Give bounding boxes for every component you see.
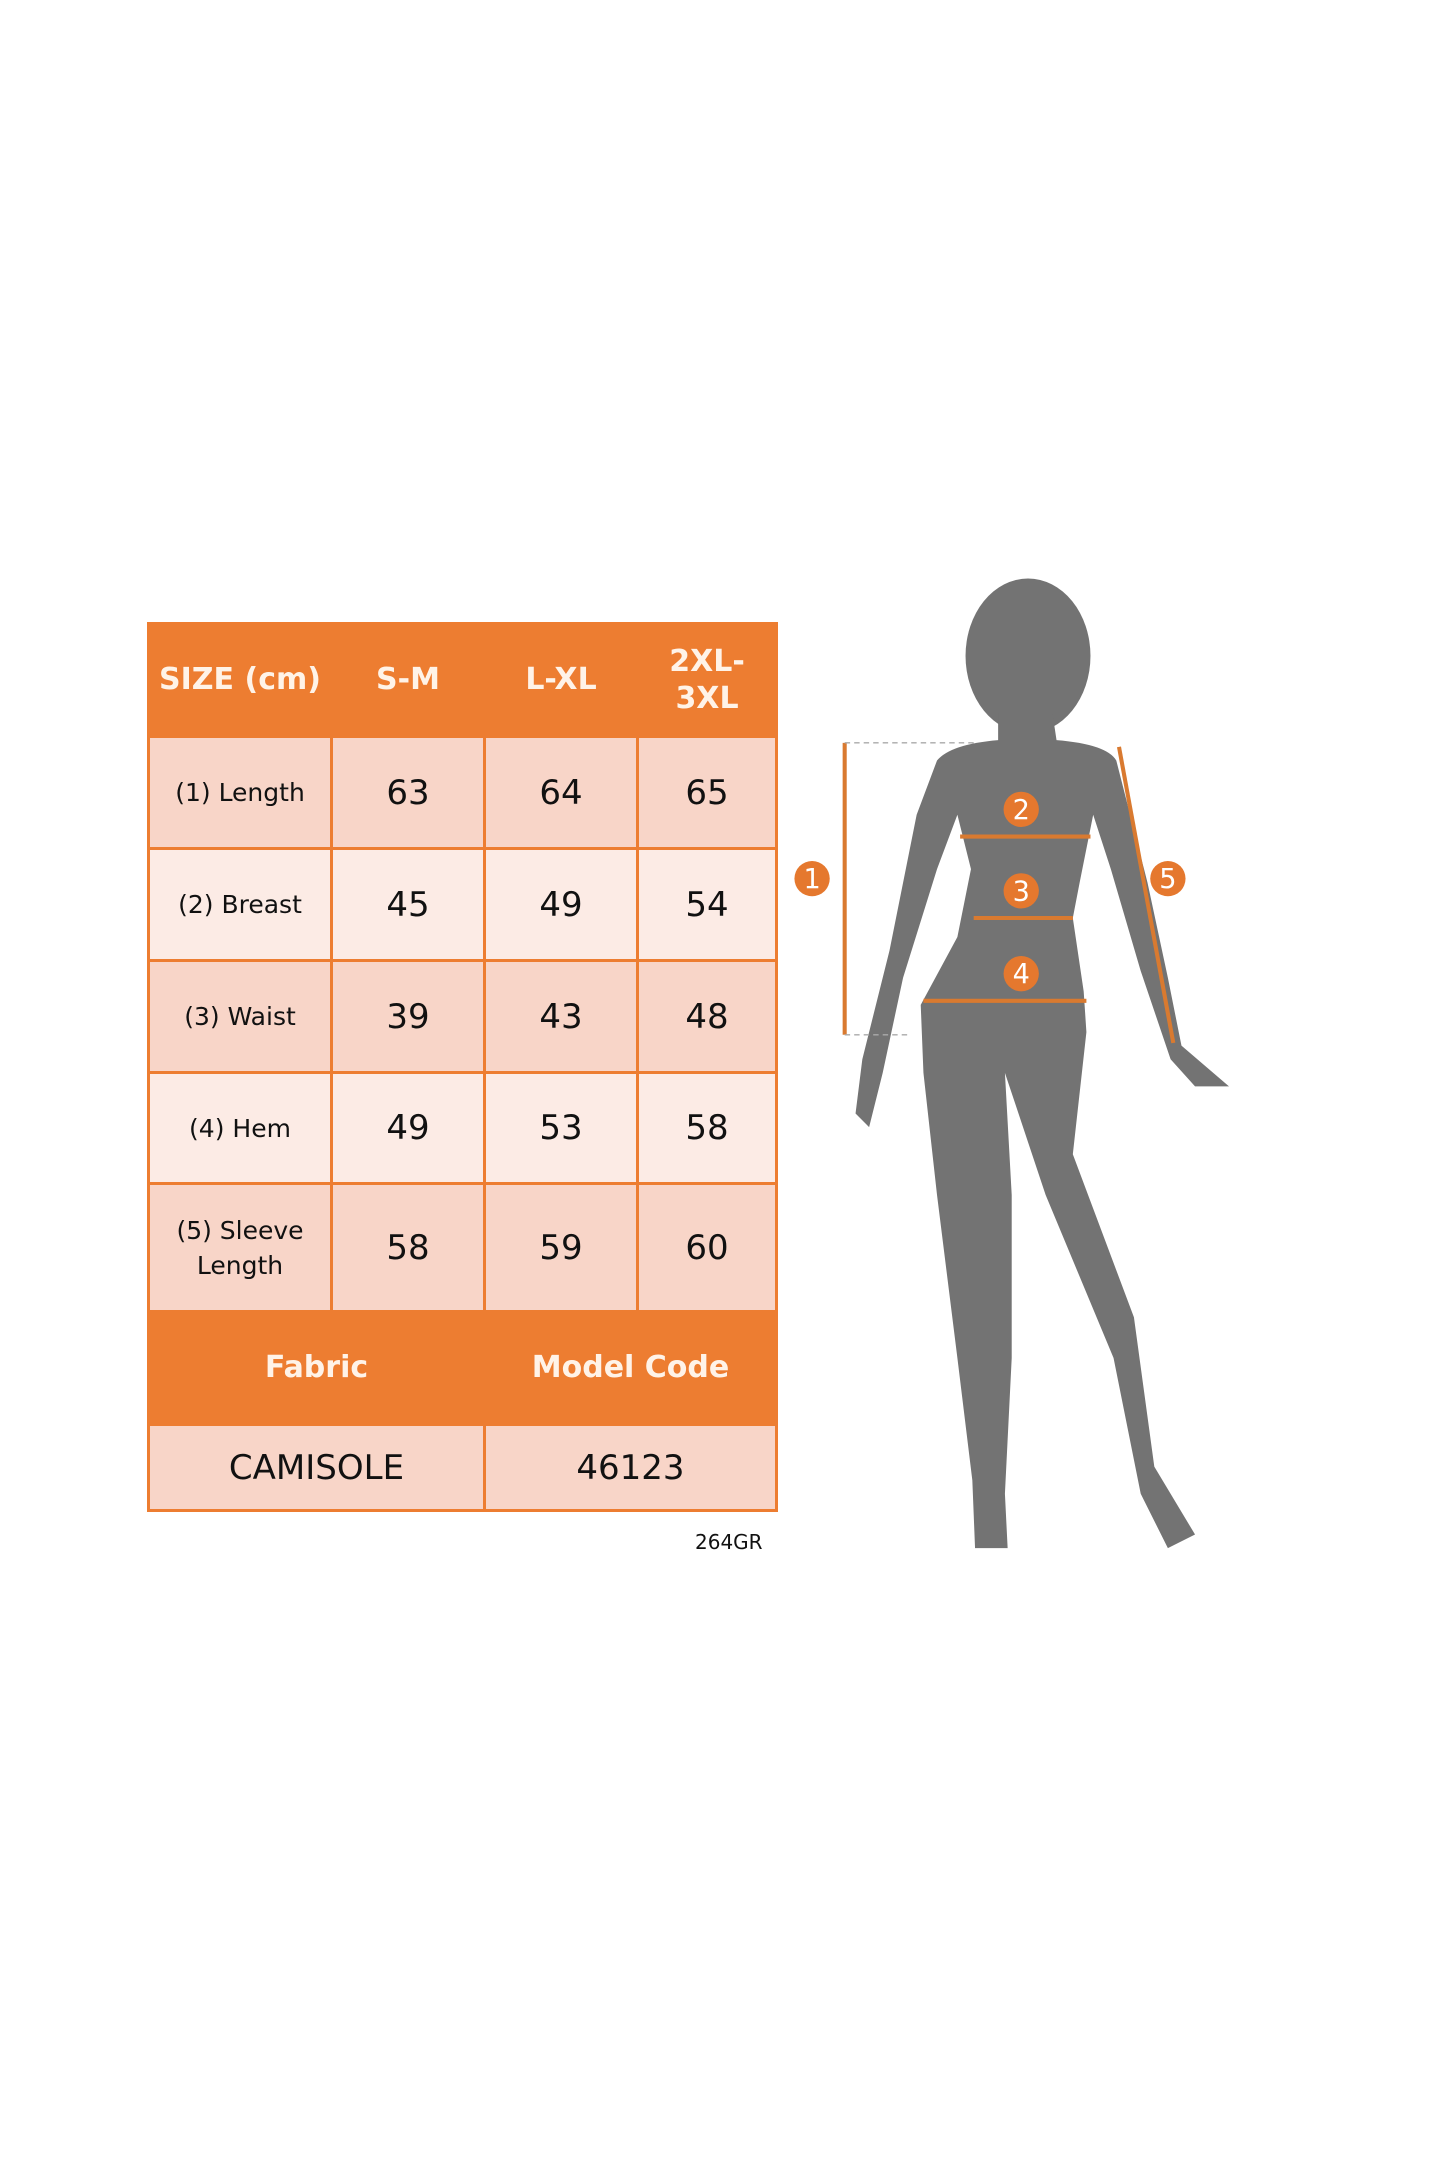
marker-4-label: 4 <box>1013 959 1030 990</box>
marker-1-label: 1 <box>803 864 820 895</box>
cell: 48 <box>639 962 775 1071</box>
fabric-value: CAMISOLE <box>150 1426 483 1509</box>
cell: 58 <box>333 1185 483 1310</box>
header-s-m: S-M <box>333 625 483 735</box>
row-label: (1) Length <box>150 738 330 847</box>
marker-2 <box>1003 791 1039 828</box>
header-l-xl: L-XL <box>486 625 636 735</box>
marker-1 <box>794 860 830 897</box>
row-label: (5) Sleeve Length <box>150 1185 330 1310</box>
header-2xl-3xl: 2XL-3XL <box>639 625 775 735</box>
model-code-value: 46123 <box>486 1426 775 1509</box>
cell: 64 <box>486 738 636 847</box>
cell: 39 <box>333 962 483 1071</box>
row-label: (2) Breast <box>150 850 330 959</box>
head-shape <box>965 578 1091 734</box>
cell: 45 <box>333 850 483 959</box>
cell: 58 <box>639 1074 775 1182</box>
marker-3-label: 3 <box>1013 876 1030 907</box>
cell: 65 <box>639 738 775 847</box>
product-code: 264GR <box>695 1530 763 1554</box>
cell: 49 <box>333 1074 483 1182</box>
marker-4 <box>1003 956 1039 992</box>
cell: 49 <box>486 850 636 959</box>
row-label: (4) Hem <box>150 1074 330 1182</box>
marker-3 <box>1003 873 1039 909</box>
marker-2-label: 2 <box>1013 795 1030 826</box>
cell: 54 <box>639 850 775 959</box>
cell: 63 <box>333 738 483 847</box>
row-label: (3) Waist <box>150 962 330 1071</box>
cell: 60 <box>639 1185 775 1310</box>
cell: 53 <box>486 1074 636 1182</box>
size-table: SIZE (cm) S-M L-XL 2XL-3XL (1) Length 63… <box>147 622 778 1512</box>
cell: 59 <box>486 1185 636 1310</box>
header-size: SIZE (cm) <box>150 625 330 735</box>
header-fabric: Fabric <box>150 1313 483 1423</box>
sleeve-arrow <box>1116 746 1176 1044</box>
header-model-code: Model Code <box>486 1313 775 1423</box>
marker-5 <box>1150 860 1186 897</box>
marker-5-label: 5 <box>1159 864 1176 895</box>
body-shape <box>855 712 1229 1549</box>
cell: 43 <box>486 962 636 1071</box>
